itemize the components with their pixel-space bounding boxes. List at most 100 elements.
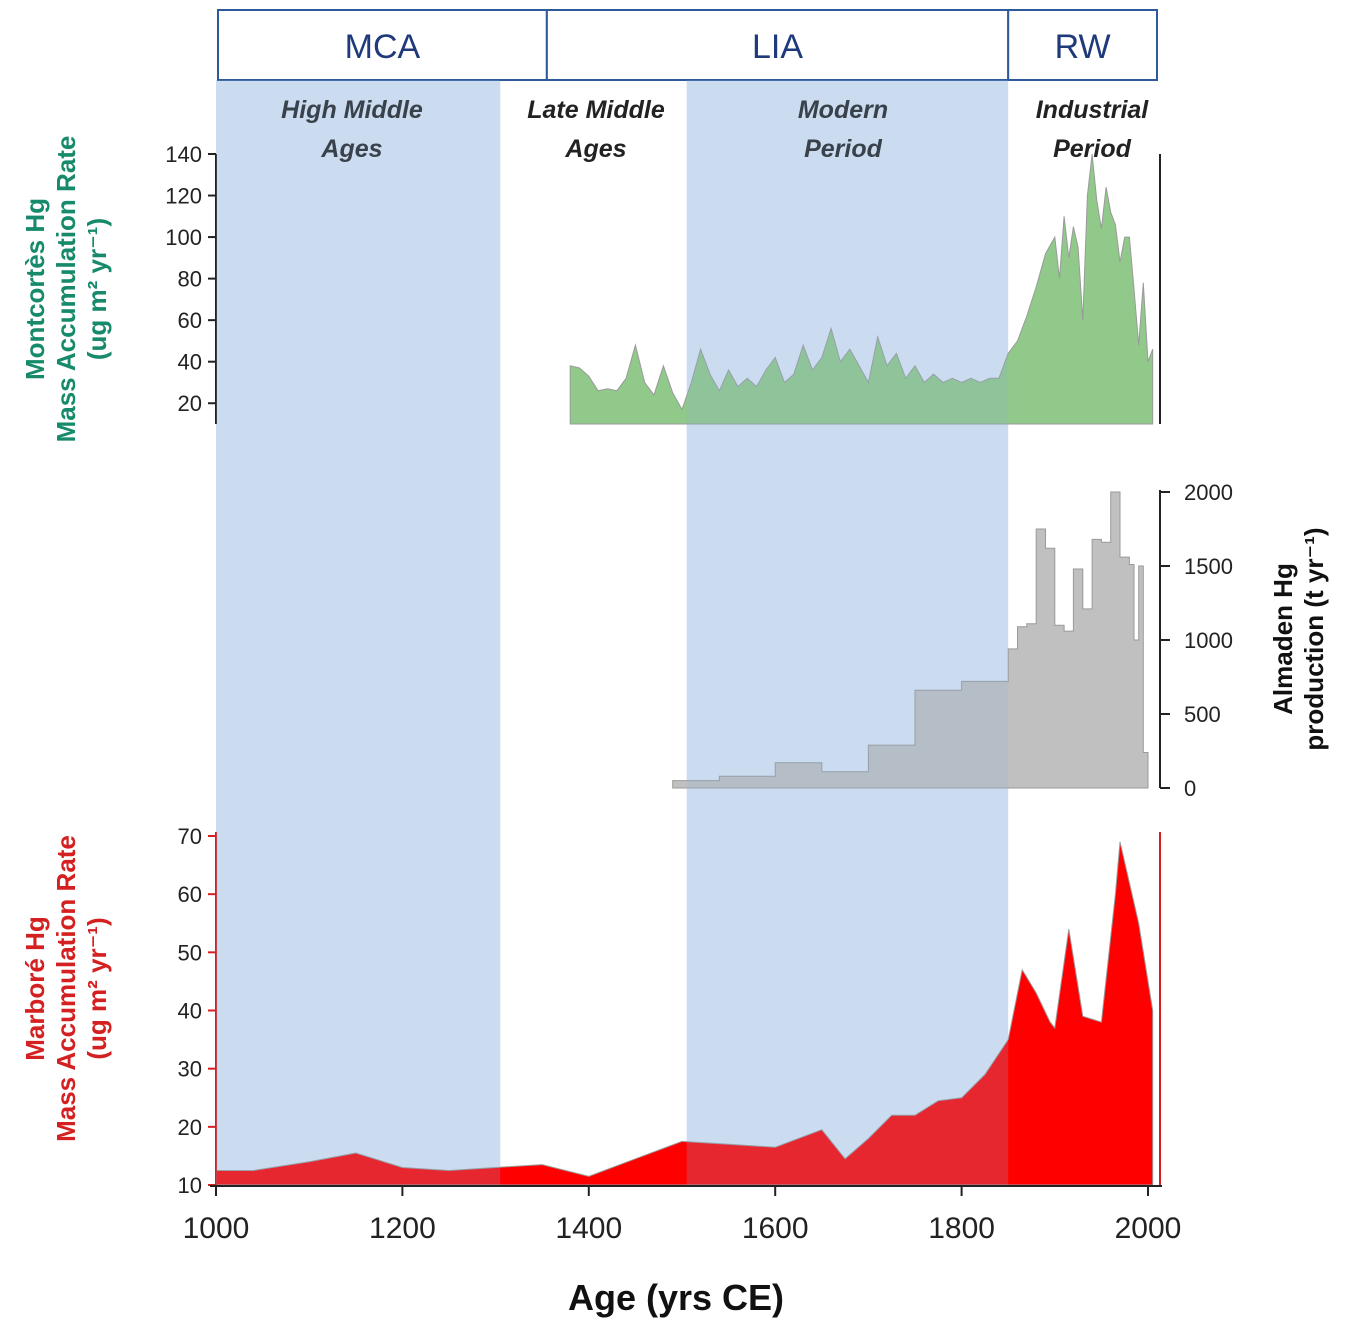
montcortes-point-57 [1078,247,1079,248]
almaden-ytick-label-4: 2000 [1184,480,1233,505]
montcortes-point-6 [626,378,627,379]
period-box-label-rw: RW [1055,28,1111,66]
montcortes-ylabel-line-0: Montcortès Hg [20,198,50,380]
montcortes-point-70 [1138,345,1139,346]
almaden-point-20 [1036,528,1037,529]
x-tick-label-1: 1200 [369,1212,436,1245]
marbore-point-23 [1036,992,1037,993]
montcortes-area [569,153,1154,425]
almaden-point-36 [1110,491,1111,492]
montcortes-ytick-label-2: 60 [178,308,202,333]
period-box-mca [217,9,548,81]
montcortes-point-4 [607,388,608,389]
montcortes-point-63 [1106,187,1107,188]
montcortes-point-9 [653,394,654,395]
montcortes-point-11 [672,392,673,393]
era-label-3-line-0: Industrial [1036,96,1150,124]
x-tick-label-3: 1600 [742,1212,809,1245]
marbore-panel: 10 20 30 40 50 60 70 Marboré Hg Mass Accumulatio… [20,824,1161,1198]
montcortes-point-64 [1110,212,1111,213]
almaden-ylabel-line-1: production (t yr⁻¹) [1299,527,1329,750]
almaden-point-42 [1133,639,1134,640]
montcortes-point-58 [1082,320,1083,321]
montcortes-point-68 [1129,237,1130,238]
marbore-ytick-label-2: 30 [178,1057,202,1082]
almaden-point-30 [1082,608,1083,609]
marbore-point-24 [1050,1022,1051,1023]
almaden-point-31 [1092,608,1093,609]
almaden-ytick-label-0: 0 [1184,776,1196,801]
montcortes-ytick-label-6: 140 [165,142,202,167]
almaden-point-15 [1017,648,1018,649]
montcortes-ylabel-line-1: Mass Accumulation Rate [51,136,81,443]
marbore-point-26 [1068,929,1069,930]
climate-period-boxes: MCA LIA RW [217,9,1159,81]
almaden-ytick-label-3: 1500 [1184,554,1233,579]
almaden-point-29 [1082,568,1083,569]
almaden-point-35 [1110,542,1111,543]
marbore-ylabel-line-2: (ug m² yr⁻¹) [82,917,112,1059]
marbore-ylabel-line-1: Mass Accumulation Rate [51,835,81,1142]
almaden-point-0 [672,780,673,781]
montcortes-panel: 20 40 60 80 100 120 140 Montcortès Hg Mass Accum… [20,136,1161,443]
era-shade-0 [216,80,501,1185]
x-tick-label-5: 2000 [1115,1212,1182,1245]
montcortes-point-61 [1096,199,1097,200]
almaden-point-34 [1101,542,1102,543]
marbore-ytick-label-5: 60 [178,882,202,907]
montcortes-point-62 [1101,228,1102,229]
marbore-point-31 [1138,923,1139,924]
marbore-ylabel-line-0: Marboré Hg [20,916,50,1060]
montcortes-ylabel-line-2: (ug m² yr⁻¹) [82,218,112,360]
montcortes-point-66 [1119,261,1120,262]
montcortes-point-53 [1059,278,1060,279]
marbore-point-9 [635,1158,636,1159]
x-tick-label-2: 1400 [555,1212,622,1245]
marbore-point-10 [681,1141,682,1142]
almaden-point-33 [1101,539,1102,540]
montcortes-point-3 [598,390,599,391]
era-label-1-line-1: Ages [564,135,626,163]
period-box-label-lia: LIA [752,28,803,66]
montcortes-point-7 [635,345,636,346]
almaden-point-39 [1129,557,1130,558]
montcortes-point-72 [1147,361,1148,362]
montcortes-ytick-label-4: 100 [165,225,202,250]
historical-era-labels: High Middle Ages Late Middle Ages Modern Peri… [281,96,1149,163]
montcortes-point-2 [588,376,589,377]
montcortes-ytick-label-0: 20 [178,391,202,416]
x-axis: 1000 1200 1400 1600 1800 2000 Age (yrs CE) [183,1185,1182,1318]
era-overlay-2 [686,80,1009,1185]
era-shading-overlay [216,80,1009,1185]
almaden-point-45 [1143,565,1144,566]
marbore-ytick-label-3: 40 [178,999,202,1024]
montcortes-point-1 [579,367,580,368]
era-overlay-0 [216,80,501,1185]
marbore-ytick-label-1: 20 [178,1115,202,1140]
montcortes-point-65 [1115,224,1116,225]
almaden-point-28 [1073,568,1074,569]
marbore-point-30 [1119,841,1120,842]
x-tick-label-4: 1800 [928,1212,995,1245]
montcortes-ytick-label-1: 40 [178,350,202,375]
almaden-point-32 [1092,539,1093,540]
marbore-point-7 [542,1164,543,1165]
almaden-point-46 [1143,752,1144,753]
montcortes-point-71 [1143,282,1144,283]
marbore-area [215,841,1154,1186]
montcortes-point-51 [1045,253,1046,254]
montcortes-point-5 [616,390,617,391]
almaden-point-21 [1045,528,1046,529]
period-box-label-mca: MCA [345,28,421,66]
montcortes-point-0 [570,365,571,366]
almaden-point-17 [1026,626,1027,627]
marbore-point-25 [1054,1027,1055,1028]
almaden-ylabel-line-0: Almaden Hg [1268,563,1298,715]
almaden-point-18 [1026,623,1027,624]
almaden-point-19 [1036,623,1037,624]
marbore-point-32 [1152,1010,1153,1011]
almaden-ytick-label-2: 1000 [1184,628,1233,653]
montcortes-point-60 [1092,153,1093,154]
montcortes-point-54 [1064,216,1065,217]
